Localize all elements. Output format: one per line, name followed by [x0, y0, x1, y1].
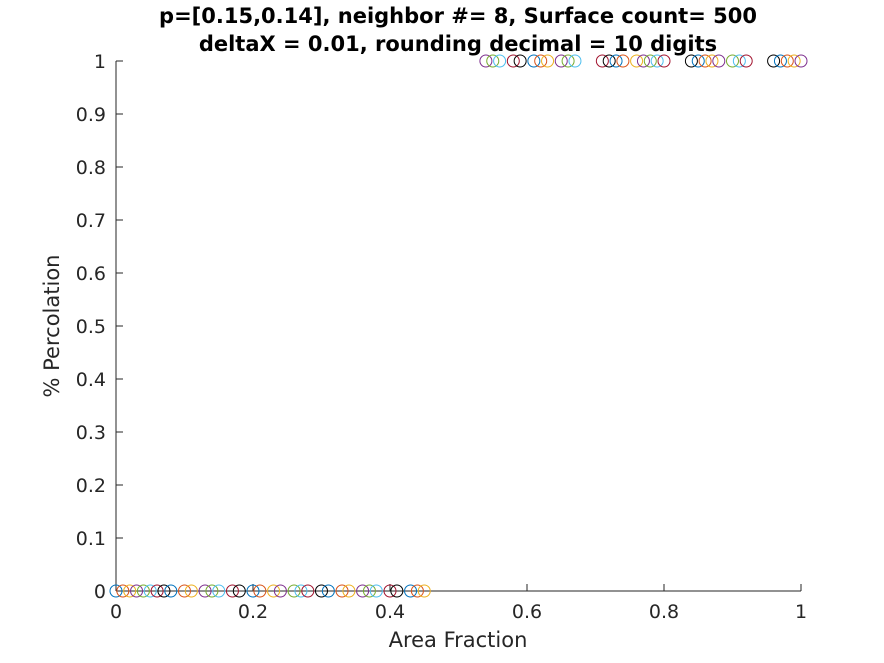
y-tick-label: 0.2 — [76, 475, 106, 497]
data-point — [506, 54, 520, 68]
data-point — [362, 584, 376, 598]
data-point — [486, 54, 500, 68]
data-point — [287, 584, 301, 598]
x-axis-label: Area Fraction — [389, 628, 528, 652]
data-point — [657, 54, 671, 68]
data-point — [273, 584, 287, 598]
y-tick-label: 0.5 — [76, 316, 106, 338]
data-point — [321, 584, 335, 598]
y-tick-label: 0.6 — [76, 263, 106, 285]
data-point — [205, 584, 219, 598]
data-point — [767, 54, 781, 68]
x-tick-label: 0.4 — [375, 601, 405, 623]
data-point — [417, 584, 431, 598]
data-point — [335, 584, 349, 598]
data-point — [369, 584, 383, 598]
data-point — [691, 54, 705, 68]
data-point — [130, 584, 144, 598]
data-point — [198, 584, 212, 598]
data-point — [513, 54, 527, 68]
data-point — [164, 584, 178, 598]
data-point — [643, 54, 657, 68]
data-point — [787, 54, 801, 68]
data-point — [684, 54, 698, 68]
y-tick-label: 1 — [94, 51, 106, 73]
y-tick-label: 0.8 — [76, 157, 106, 179]
data-point — [390, 584, 404, 598]
chart-title-line-1: p=[0.15,0.14], neighbor #= 8, Surface co… — [159, 4, 757, 28]
data-point — [541, 54, 555, 68]
data-point — [109, 584, 123, 598]
plot-axes: 0 0.2 0.4 0.6 0.8 1 0 0.1 0.2 0.3 0.4 0.5 0.6 0.7 0.8 0… — [76, 51, 807, 623]
data-point — [342, 584, 356, 598]
data-point — [616, 54, 630, 68]
scatter-markers — [109, 54, 808, 598]
data-point — [253, 584, 267, 598]
data-point — [732, 54, 746, 68]
y-tick-label: 0.4 — [76, 369, 106, 391]
data-point — [568, 54, 582, 68]
data-point — [116, 584, 130, 598]
x-tick-label: 0.6 — [512, 601, 542, 623]
data-point — [534, 54, 548, 68]
data-point — [225, 584, 239, 598]
y-axis-label: % Percolation — [40, 255, 64, 398]
data-point — [650, 54, 664, 68]
data-point — [136, 584, 150, 598]
x-tick-label: 1 — [795, 601, 807, 623]
y-tick-label: 0.3 — [76, 422, 106, 444]
data-point — [212, 584, 226, 598]
data-point — [780, 54, 794, 68]
data-point — [123, 584, 137, 598]
data-point — [315, 584, 328, 598]
data-point — [178, 584, 191, 598]
data-point — [773, 54, 787, 68]
data-point — [609, 54, 623, 68]
data-point — [479, 54, 493, 68]
data-point — [246, 584, 260, 598]
data-point — [602, 54, 616, 68]
x-tick-label: 0 — [110, 601, 122, 623]
data-point — [294, 584, 308, 598]
data-point — [739, 54, 753, 68]
data-point — [404, 584, 418, 598]
data-point — [150, 584, 164, 598]
data-point — [636, 54, 650, 68]
data-point — [712, 54, 726, 68]
data-point — [157, 584, 171, 598]
x-tick-label: 0.8 — [649, 601, 679, 623]
data-point — [356, 584, 370, 598]
data-point — [726, 54, 739, 68]
data-point — [383, 584, 397, 598]
data-point — [267, 584, 281, 598]
data-point — [410, 584, 424, 598]
y-tick-label: 0.9 — [76, 104, 106, 126]
y-tick-label: 0.7 — [76, 210, 106, 232]
data-point — [554, 54, 568, 68]
y-tick-label: 0 — [94, 581, 106, 603]
chart-title-line-2: deltaX = 0.01, rounding decimal = 10 dig… — [199, 32, 717, 56]
data-point — [705, 54, 719, 68]
data-point — [630, 54, 644, 68]
x-tick-label: 0.2 — [238, 601, 268, 623]
data-point — [143, 584, 157, 598]
data-point — [698, 54, 712, 68]
data-point — [527, 54, 541, 68]
data-point — [493, 54, 507, 68]
data-point — [561, 54, 575, 68]
data-point — [184, 584, 198, 598]
data-point — [595, 54, 609, 68]
data-point — [301, 584, 315, 598]
data-point — [232, 584, 246, 598]
data-point — [794, 54, 808, 68]
y-tick-label: 0.1 — [76, 528, 106, 550]
